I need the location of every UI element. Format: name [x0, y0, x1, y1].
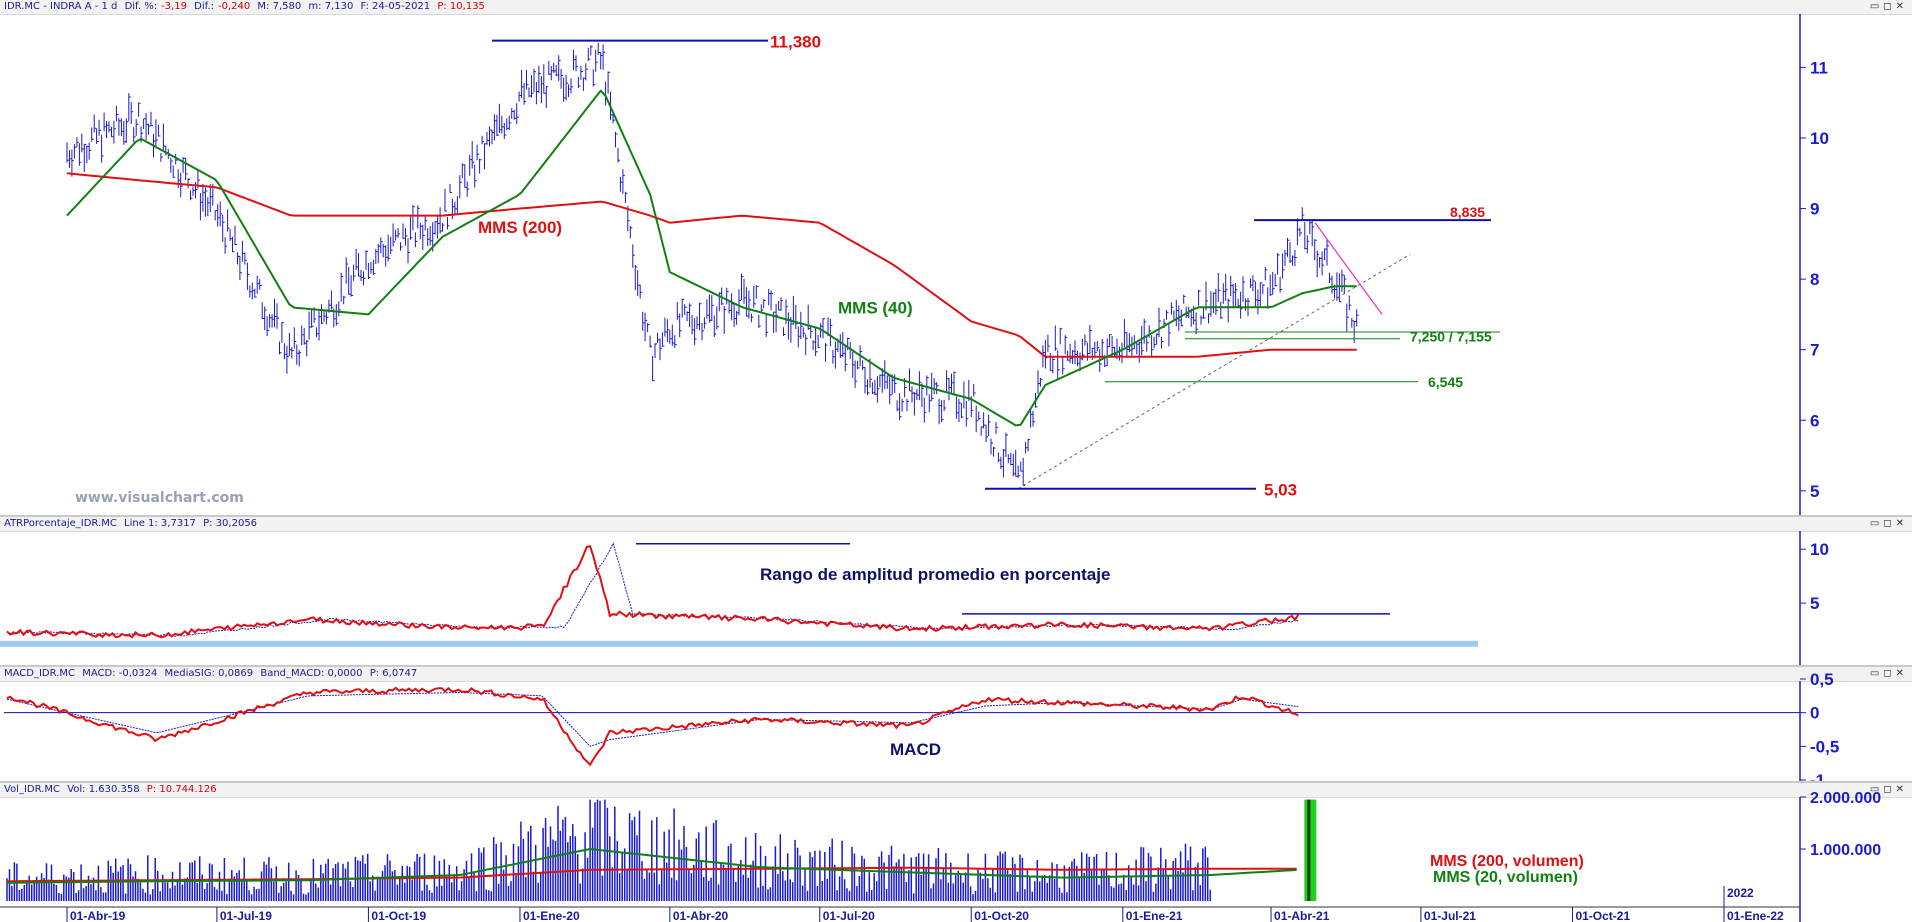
- price-axis-label: 7: [1810, 341, 1819, 360]
- x-axis-label: 01-Abr-19: [70, 909, 126, 922]
- volume-bar: [6, 799, 1211, 901]
- x-axis-label: 01-Oct-21: [1575, 909, 1630, 922]
- x-axis-label: 01-Jul-21: [1424, 909, 1476, 922]
- volume-mms200-line: [7, 866, 1297, 883]
- x-axis-label: 01-Oct-20: [974, 909, 1029, 922]
- price-axis-label: 9: [1810, 200, 1819, 219]
- price-chart: 11 10 9 8 7 6 5 www.visualchart.com 11,380 5,03 8,…: [66, 14, 1829, 515]
- macd-header: MACD_IDR.MC MACD: -0,0324 MediaSIG: 0,08…: [0, 667, 1912, 682]
- price-bars: [66, 42, 1359, 486]
- panel-divider[interactable]: [0, 781, 1912, 783]
- macd-axis-label: -0,5: [1810, 737, 1839, 756]
- macd-header-macd: MACD: -0,0324: [82, 668, 158, 679]
- atr-chart: 10 5 Rango de amplitud promedio en porcent…: [0, 531, 1829, 665]
- macd-axis-label: -1: [1810, 771, 1825, 783]
- x-axis-label: 01-Oct-19: [371, 909, 426, 922]
- price-bar: [66, 42, 1359, 486]
- atr-band: [0, 640, 1478, 647]
- atr-header-line: Line 1: 3,7317: [124, 518, 196, 529]
- window-buttons[interactable]: ▭◻✕: [1869, 1, 1908, 12]
- atr-line: [6, 545, 1300, 639]
- price-header-difpct: -3,19: [161, 1, 187, 12]
- price-header-difpct-label: Dif. %:: [124, 1, 158, 12]
- price-axis-label: 5: [1810, 482, 1819, 501]
- atr-signal-line: [6, 542, 1299, 637]
- macd-axis-label: 0,5: [1810, 670, 1834, 689]
- mms40-line: [66, 89, 1357, 427]
- macd-header-name: MACD_IDR.MC: [4, 668, 76, 679]
- macd-signal-line: [6, 692, 1299, 747]
- price-header-close: P: 10,135: [437, 1, 485, 12]
- x-axis-label: 01-Abr-21: [1274, 909, 1330, 922]
- volume-axis-label: 2.000.000: [1810, 790, 1881, 807]
- macd-chart: 0,5 0 -0,5 -1 MACD: [4, 670, 1839, 783]
- atr-header: ATRPorcentaje_IDR.MC Line 1: 3,7317 P: 3…: [0, 517, 1912, 532]
- price-header-dif: -0,240: [217, 1, 251, 12]
- volume-last-bar-core: [1307, 799, 1311, 901]
- volume-mms20-label: MMS (20, volumen): [1433, 869, 1578, 886]
- mms40-label: MMS (40): [838, 298, 913, 317]
- price-axis-label: 8: [1810, 270, 1819, 289]
- x-axis-year: 2022: [1727, 886, 1754, 900]
- price-header-min: m: 7,130: [308, 1, 354, 12]
- price-header-date: F: 24-05-2021: [360, 1, 431, 12]
- level-low-label: 5,03: [1264, 481, 1297, 500]
- volume-panel: Vol_IDR.MC Vol: 1.630.358 P: 10.744.126 …: [0, 783, 1912, 922]
- macd-header-p: P: 6,0747: [369, 668, 418, 679]
- level-high-label: 11,380: [770, 33, 821, 52]
- price-axis-label: 10: [1810, 129, 1829, 148]
- atr-header-name: ATRPorcentaje_IDR.MC: [4, 518, 117, 529]
- macd-panel: MACD_IDR.MC MACD: -0,0324 MediaSIG: 0,08…: [0, 667, 1912, 783]
- x-axis-label: 01-Abr-20: [673, 909, 729, 922]
- x-axis-label: 01-Ene-20: [523, 909, 580, 922]
- mms200-line: [66, 172, 1357, 358]
- level-support2-label: 6,545: [1428, 374, 1463, 390]
- volume-mms200-label: MMS (200, volumen): [1430, 853, 1584, 870]
- volume-mms20-line: [6, 847, 1297, 884]
- atr-label: Rango de amplitud promedio en porcentaje: [760, 565, 1110, 584]
- x-axis-label: 01-Ene-21: [1126, 909, 1183, 922]
- volume-axis-label: 1.000.000: [1810, 842, 1881, 859]
- window-buttons[interactable]: ▭◻✕: [1869, 784, 1908, 795]
- price-header-max: M: 7,580: [257, 1, 302, 12]
- price-header: IDR.MC - INDRA A - 1 d Dif. %: -3,19 Dif.…: [0, 0, 1912, 15]
- x-axis-label: 01-Jul-19: [220, 909, 272, 922]
- macd-line: [6, 686, 1299, 767]
- price-axis-label: 6: [1810, 411, 1819, 430]
- trendline-pink: [1314, 222, 1383, 315]
- atr-panel: ATRPorcentaje_IDR.MC Line 1: 3,7317 P: 3…: [0, 517, 1912, 667]
- level-resist-label: 8,835: [1450, 204, 1485, 220]
- window-buttons[interactable]: ▭◻✕: [1869, 518, 1908, 529]
- x-axis-label: 01-Ene-22: [1727, 909, 1784, 922]
- volume-header: Vol_IDR.MC Vol: 1.630.358 P: 10.744.126 …: [0, 783, 1912, 798]
- volume-chart: 2.000.000 1.000.000 MMS (200, volumen)MMS …: [0, 790, 1881, 922]
- price-header-dif-label: Dif.:: [194, 1, 214, 12]
- macd-header-band: Band_MACD: 0,0000: [260, 668, 363, 679]
- atr-axis-label: 10: [1810, 540, 1829, 559]
- price-panel: IDR.MC - INDRA A - 1 d Dif. %: -3,19 Dif.…: [0, 0, 1912, 515]
- panel-divider[interactable]: [0, 665, 1912, 667]
- trendline-dashed: [1017, 253, 1411, 490]
- volume-header-p: P: 10.744.126: [146, 784, 217, 795]
- macd-header-sig: MediaSIG: 0,0869: [164, 668, 254, 679]
- mms200-label: MMS (200): [478, 218, 562, 237]
- x-axis-label: 01-Jul-20: [823, 909, 875, 922]
- watermark: www.visualchart.com: [75, 490, 244, 506]
- level-supports-label: 7,250 / 7,155: [1410, 329, 1492, 345]
- atr-header-p: P: 30,2056: [203, 518, 258, 529]
- price-axis-label: 11: [1810, 58, 1828, 77]
- price-header-symbol: IDR.MC - INDRA A - 1 d: [4, 1, 118, 12]
- macd-label: MACD: [890, 740, 941, 759]
- macd-axis-label: 0: [1810, 704, 1819, 723]
- atr-axis-label: 5: [1810, 594, 1819, 613]
- volume-header-name: Vol_IDR.MC: [4, 784, 60, 795]
- panel-divider[interactable]: [0, 515, 1912, 517]
- volume-header-vol: Vol: 1.630.358: [67, 784, 140, 795]
- window-buttons[interactable]: ▭◻✕: [1869, 668, 1908, 679]
